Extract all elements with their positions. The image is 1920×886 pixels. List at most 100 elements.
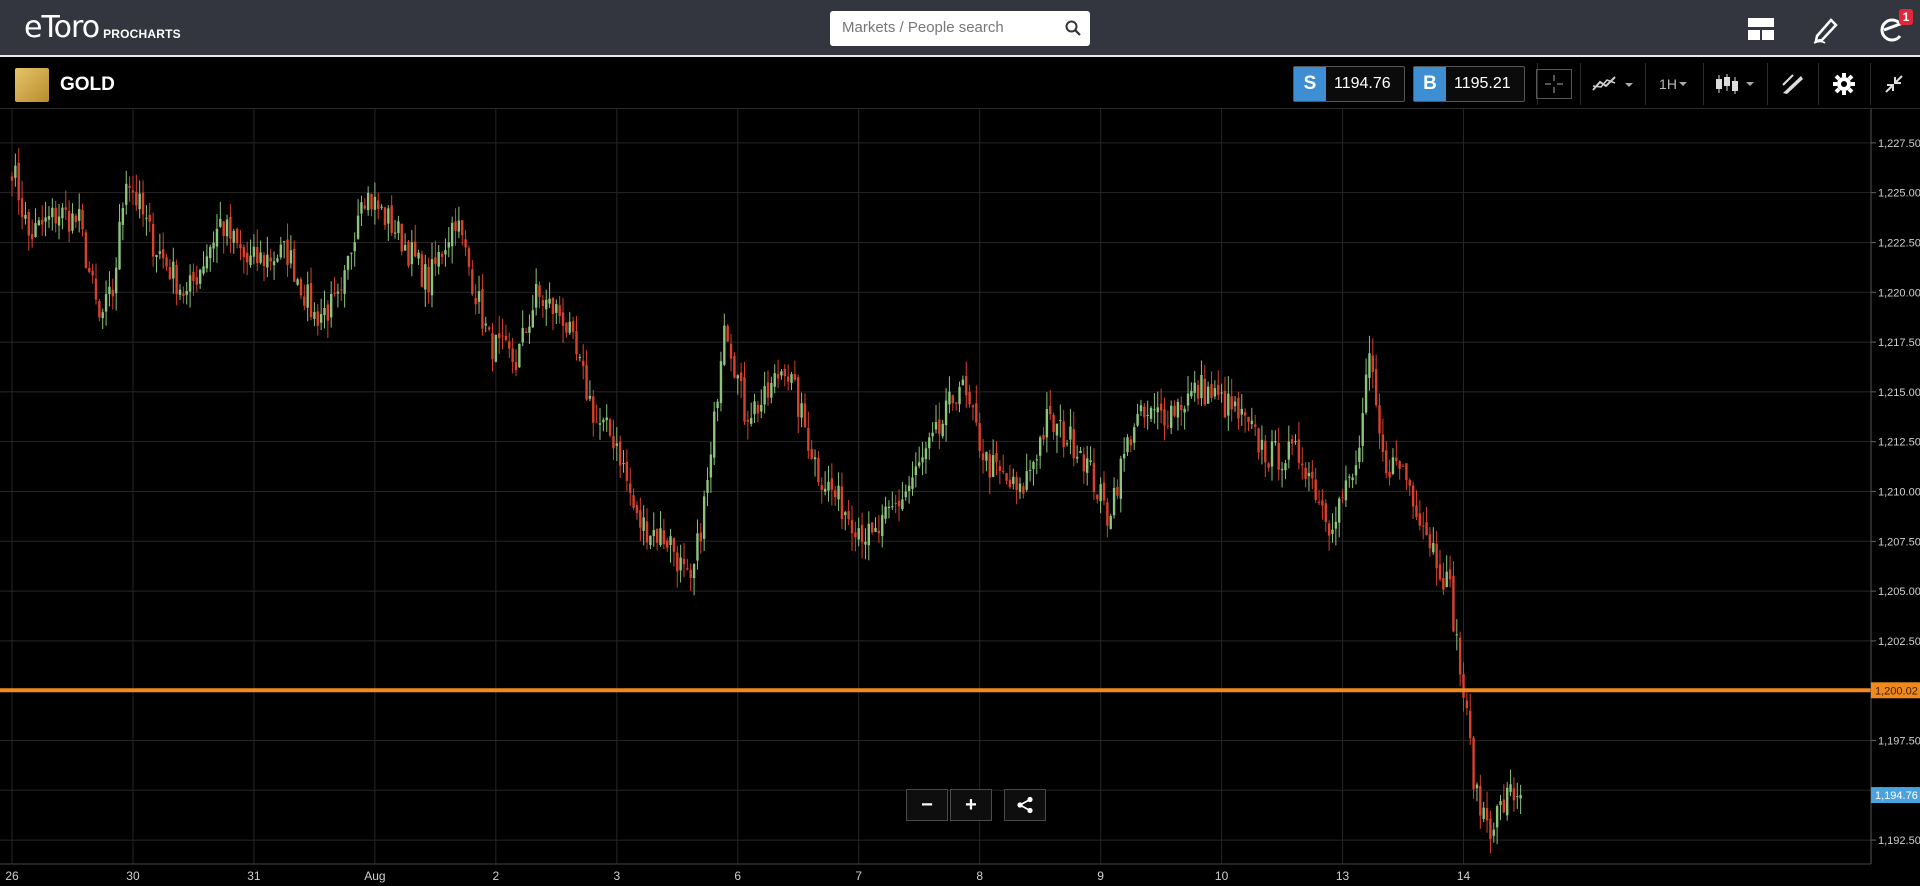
candle	[487, 325, 491, 332]
candle-body	[272, 261, 276, 266]
candle-body	[477, 291, 481, 302]
indicators-icon[interactable]	[1588, 66, 1638, 102]
candle-body	[1025, 471, 1028, 490]
candle-body	[168, 266, 172, 280]
candle-body	[430, 259, 434, 296]
candle-body	[1163, 409, 1166, 426]
candle	[1079, 446, 1082, 454]
candle-body	[618, 441, 622, 466]
zoom-in-button[interactable]: +	[950, 789, 992, 821]
candle-body	[461, 220, 464, 236]
candle-body	[1220, 392, 1223, 394]
candle	[847, 499, 850, 526]
candle	[1045, 392, 1049, 453]
candle	[1307, 462, 1311, 492]
candle	[1287, 425, 1290, 469]
candle	[450, 216, 454, 264]
etoro-user-icon[interactable]: 1	[1875, 9, 1913, 45]
candle	[975, 385, 978, 426]
search-icon[interactable]	[1065, 20, 1081, 41]
candle	[645, 508, 649, 550]
candle	[545, 289, 548, 326]
candle-body	[403, 245, 407, 251]
candle-body	[1166, 425, 1170, 427]
candle	[390, 195, 393, 236]
candle	[1008, 465, 1012, 489]
layout-grid-icon[interactable]	[1745, 13, 1777, 45]
gear-icon[interactable]	[1822, 66, 1866, 102]
candle-body	[797, 377, 800, 417]
candle	[232, 228, 235, 254]
candle-body	[793, 374, 797, 380]
candle-body	[676, 552, 679, 572]
candle	[1358, 435, 1361, 469]
candle	[444, 238, 447, 267]
draw-tools-icon[interactable]	[1773, 66, 1813, 102]
candle-body	[172, 261, 175, 279]
candle-body	[286, 239, 289, 265]
candle	[1297, 421, 1301, 470]
candle-body	[800, 403, 803, 418]
candle	[797, 374, 800, 434]
candle	[1311, 460, 1314, 490]
candle-body	[904, 491, 907, 498]
timeframe-dropdown[interactable]: 1H	[1652, 66, 1696, 102]
price-chart[interactable]: 1,227.50 1,225.00 1,222.50 1,220.00 1,217.50…	[0, 109, 1920, 886]
candle-body	[235, 228, 239, 244]
candle-body	[1096, 494, 1099, 500]
candle	[904, 484, 907, 501]
candle	[457, 206, 461, 239]
candle-body	[1082, 454, 1086, 472]
candle-body	[340, 289, 343, 291]
candle-body	[54, 207, 57, 224]
candle	[138, 180, 141, 219]
x-tick-label: 31	[247, 869, 261, 883]
search-input[interactable]	[830, 11, 1062, 44]
candle-body	[954, 402, 958, 404]
candle-body	[17, 162, 20, 201]
candle	[276, 254, 279, 263]
candle	[477, 275, 481, 314]
candle	[125, 170, 128, 215]
candle-body	[1364, 374, 1368, 413]
etoro-logo[interactable]: eToro PROCHARTS	[24, 10, 181, 45]
candle	[602, 417, 605, 432]
candle-body	[1448, 569, 1452, 580]
candle	[854, 521, 857, 552]
candle	[1146, 400, 1149, 430]
candle-body	[817, 457, 820, 483]
candle	[1385, 441, 1388, 479]
candle	[471, 259, 474, 297]
zoom-out-button[interactable]: −	[906, 789, 948, 821]
candle-body	[323, 307, 326, 316]
sell-button[interactable]: S 1194.76	[1293, 66, 1405, 102]
candle	[662, 518, 666, 549]
candle	[14, 153, 17, 187]
crosshair-icon[interactable]	[1536, 69, 1572, 99]
candle-body	[615, 443, 618, 446]
buy-button[interactable]: B 1195.21	[1413, 66, 1525, 102]
candle	[1089, 446, 1092, 466]
candle-body	[491, 333, 494, 360]
share-button[interactable]	[1004, 789, 1046, 821]
candle	[64, 190, 67, 220]
candle	[514, 349, 518, 377]
candle	[1049, 389, 1052, 420]
candle	[551, 297, 555, 330]
candle-body	[568, 321, 571, 333]
candle	[1411, 481, 1415, 520]
candle-body	[1344, 480, 1348, 501]
candle	[1200, 360, 1203, 407]
candle-body	[232, 230, 235, 243]
candle-body	[239, 243, 242, 249]
candle-body	[1005, 473, 1008, 481]
candlestick-icon[interactable]	[1711, 66, 1761, 102]
candle	[1092, 448, 1096, 500]
pencil-icon[interactable]	[1810, 13, 1842, 45]
candle	[1502, 784, 1506, 814]
candle	[971, 404, 975, 421]
x-tick-label: 2	[492, 869, 499, 883]
x-tick-label: 9	[1097, 869, 1104, 883]
candle-body	[978, 422, 981, 452]
collapse-icon[interactable]	[1874, 66, 1914, 102]
